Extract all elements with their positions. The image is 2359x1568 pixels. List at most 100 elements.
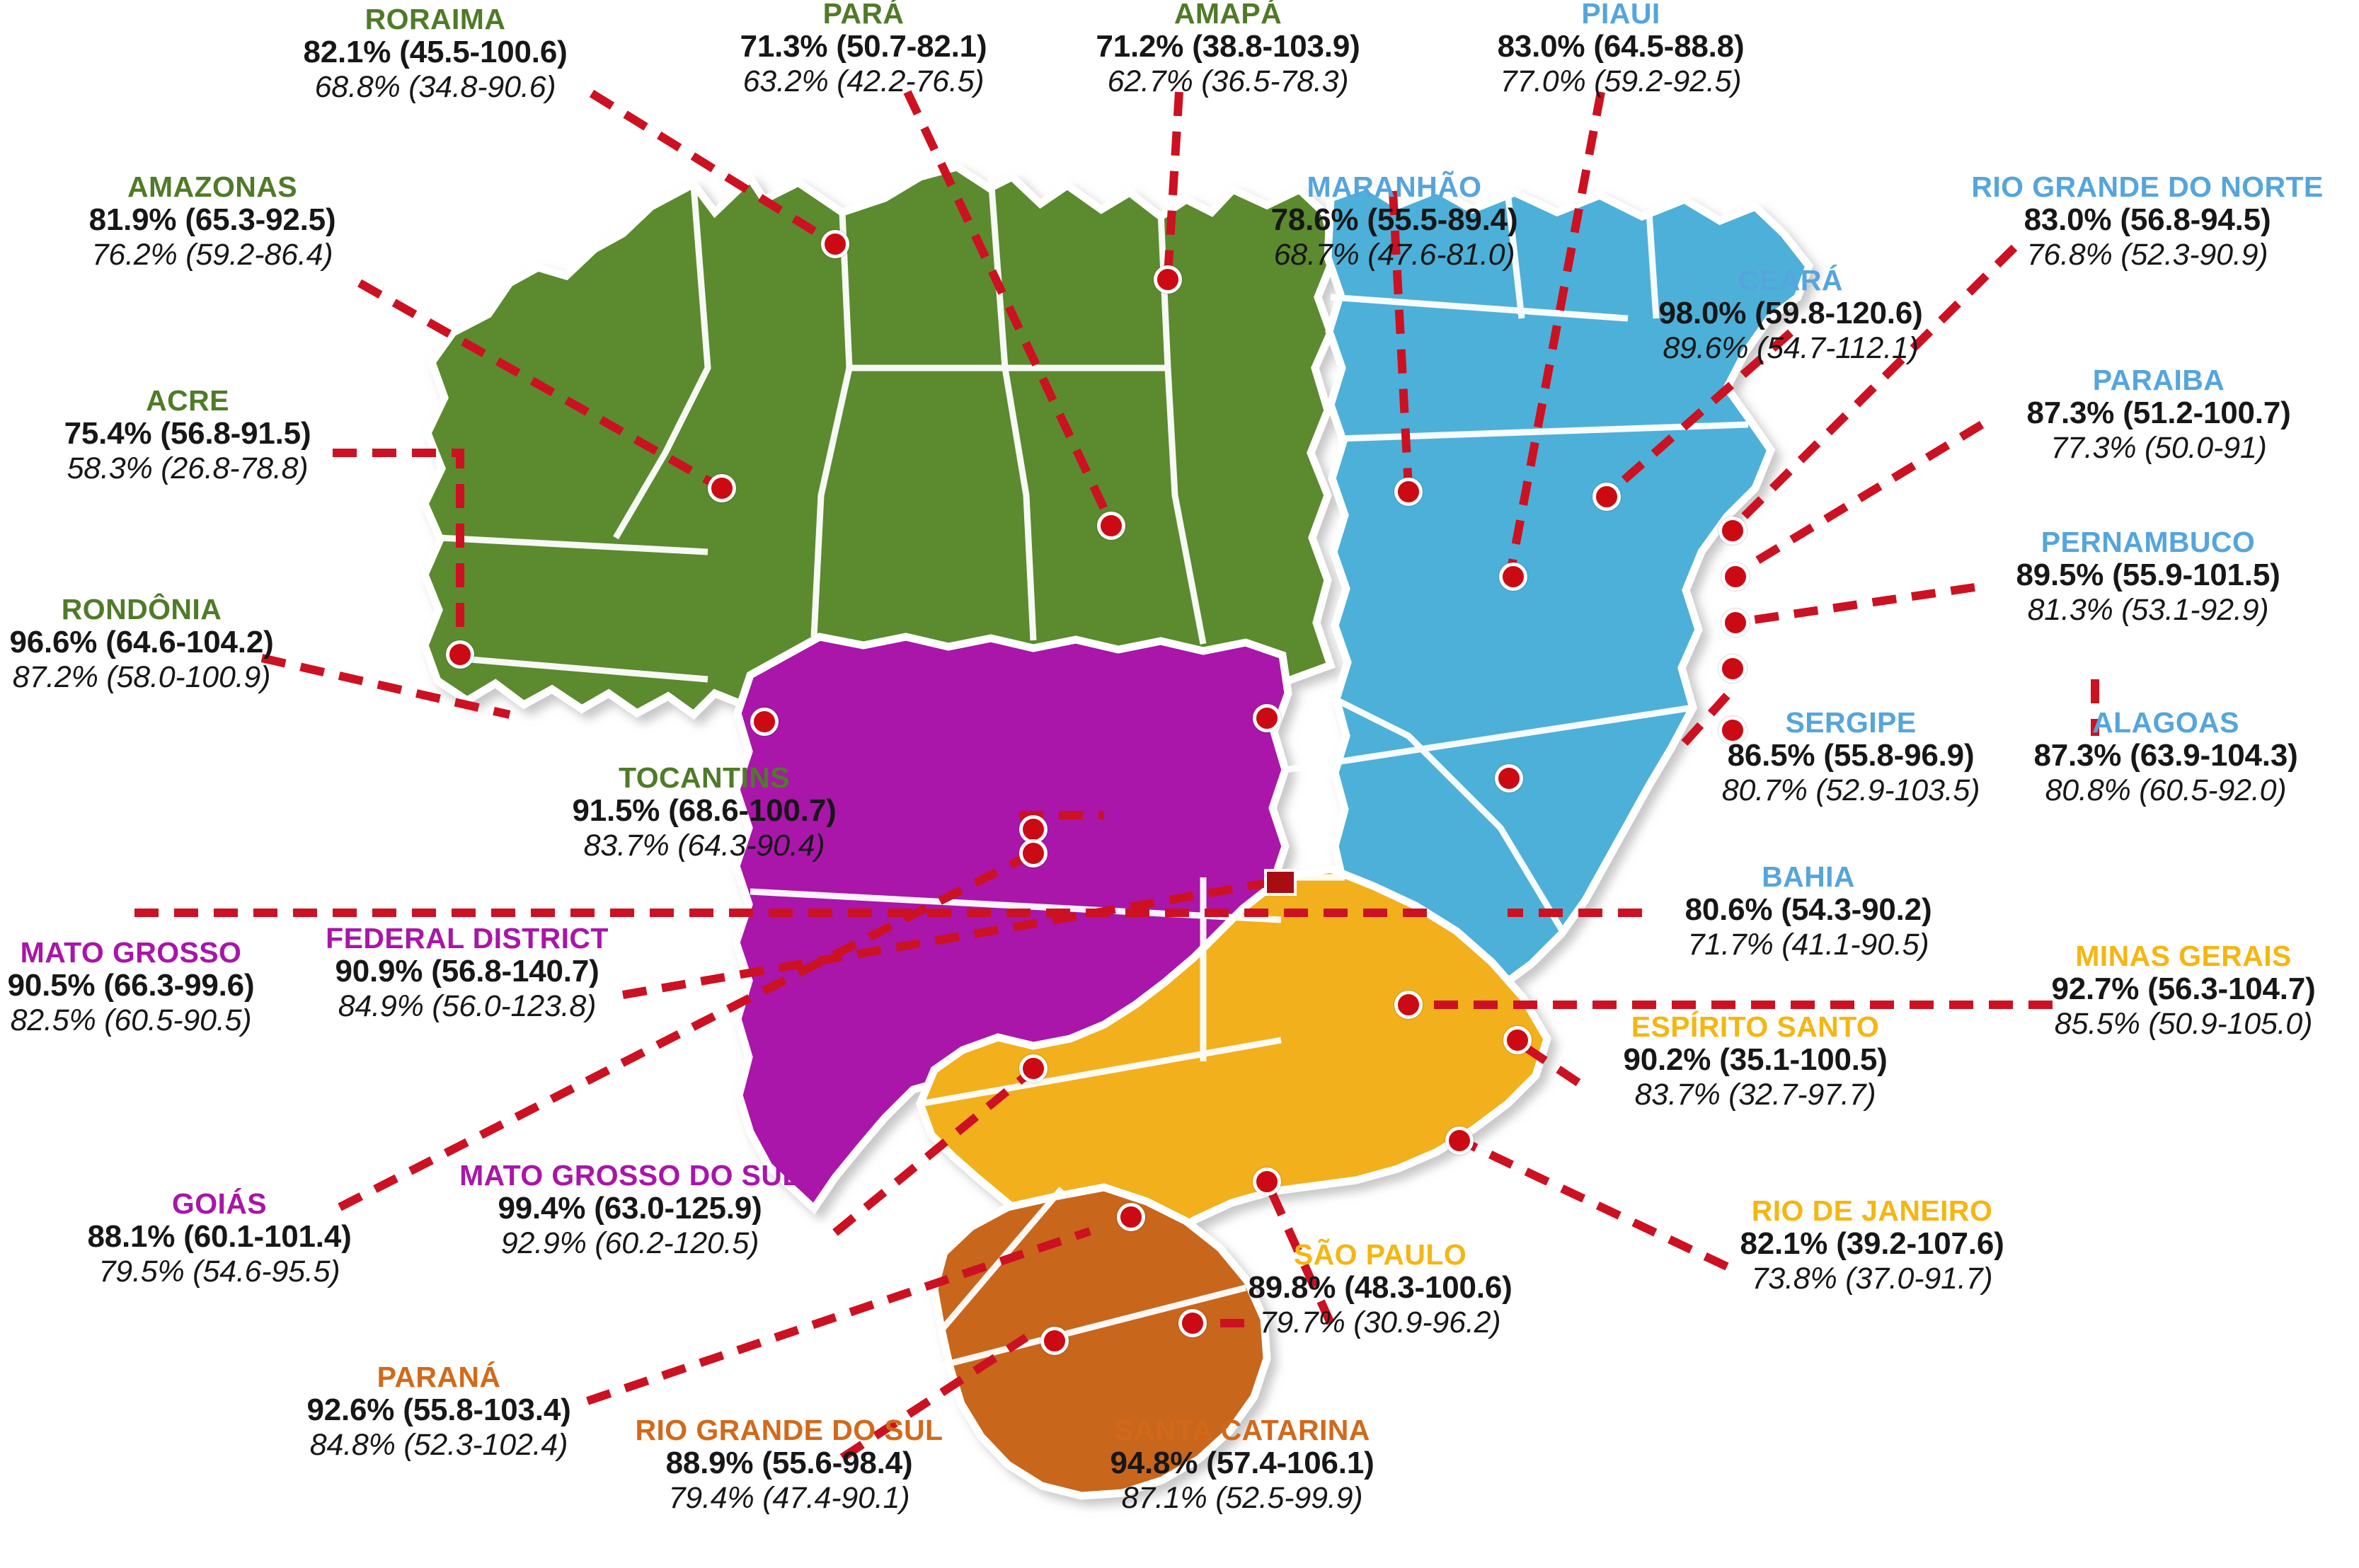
state-value-2: 83.7% (64.3-90.4) <box>583 828 825 863</box>
state-value-1: 90.2% (35.1-100.5) <box>1623 1042 1888 1078</box>
marker-federal-district[interactable] <box>1264 869 1297 896</box>
state-value-2: 58.3% (26.8-78.8) <box>67 451 309 485</box>
marker-tocantins[interactable] <box>1253 704 1281 732</box>
leader-line-paraiba <box>1731 420 1985 579</box>
marker-minas-gerais[interactable] <box>1394 991 1423 1019</box>
state-value-1: 92.7% (56.3-104.7) <box>2051 972 2316 1007</box>
marker-paraiba[interactable] <box>1721 563 1750 591</box>
state-name: MATO GROSSO DO SUL <box>459 1159 800 1192</box>
state-value-1: 89.5% (55.9-101.5) <box>2016 558 2280 593</box>
label-rio-grande-do-norte: RIO GRANDE DO NORTE 83.0% (56.8-94.5) 76… <box>1936 171 2359 272</box>
state-value-1: 98.0% (59.8-120.6) <box>1658 296 1923 331</box>
state-name: MATO GROSSO <box>20 936 242 969</box>
marker-ceara[interactable] <box>1592 483 1621 511</box>
state-value-2: 89.6% (54.7-112.1) <box>1663 330 1919 365</box>
state-name: AMAZONAS <box>127 171 298 203</box>
leader-line-rio-de-janeiro <box>1456 1135 1729 1271</box>
label-piaui: PIAUI 83.0% (64.5-88.8) 77.0% (59.2-92.5… <box>1465 0 1777 98</box>
marker-rio-de-janeiro[interactable] <box>1445 1126 1474 1155</box>
marker-sao-paulo[interactable] <box>1253 1168 1281 1196</box>
state-value-1: 88.1% (60.1-101.4) <box>87 1219 352 1255</box>
marker-rio-grande-do-sul[interactable] <box>1040 1327 1069 1355</box>
state-value-1: 92.6% (55.8-103.4) <box>306 1393 571 1428</box>
state-name: PARÁ <box>822 0 905 30</box>
marker-amapa[interactable] <box>1154 265 1182 294</box>
label-acre: ACRE 75.4% (56.8-91.5) 58.3% (26.8-78.8) <box>42 385 333 485</box>
leader-line-amapa <box>1164 91 1183 277</box>
marker-santa-catarina[interactable] <box>1178 1309 1207 1337</box>
state-value-2: 84.8% (52.3-102.4) <box>309 1427 568 1462</box>
label-espirito-santo: ESPÍRITO SANTO 90.2% (35.1-100.5) 83.7% … <box>1585 1010 1925 1112</box>
state-value-2: 68.7% (47.6-81.0) <box>1273 237 1515 272</box>
leader-lines <box>134 89 2099 1462</box>
marker-sergipe[interactable] <box>1718 716 1747 744</box>
state-value-1: 90.9% (56.8-140.7) <box>335 954 599 989</box>
leader-line-acre <box>333 449 464 651</box>
leader-line-mato-grosso-do-sul <box>832 1065 1038 1236</box>
state-name: GOIÁS <box>171 1187 268 1220</box>
state-value-2: 85.5% (50.9-105.0) <box>2054 1006 2313 1041</box>
state-value-1: 82.1% (45.5-100.6) <box>303 35 568 70</box>
state-name: AMAPÁ <box>1173 0 1282 30</box>
label-parana: PARANÁ 92.6% (55.8-103.4) 84.8% (52.3-10… <box>283 1361 595 1462</box>
leader-line-maranhao <box>1389 190 1413 489</box>
state-name: SANTA CATARINA <box>1114 1414 1370 1446</box>
marker-espirito-santo[interactable] <box>1503 1026 1532 1054</box>
state-name: CEARÁ <box>1738 264 1843 296</box>
state-value-2: 62.7% (36.5-78.3) <box>1107 64 1349 98</box>
state-value-1: 88.9% (55.6-98.4) <box>665 1446 913 1481</box>
state-value-1: 81.9% (65.3-92.5) <box>88 202 336 238</box>
marker-bahia[interactable] <box>1495 764 1523 792</box>
state-value-2: 63.2% (42.2-76.5) <box>742 64 985 98</box>
state-borders <box>438 176 1749 1369</box>
leader-line-federal-district <box>621 879 1268 999</box>
state-value-2: 79.4% (47.4-90.1) <box>668 1480 910 1515</box>
marker-pernambuco[interactable] <box>1721 609 1750 637</box>
state-name: FEDERAL DISTRICT <box>326 922 609 955</box>
marker-amazonas[interactable] <box>708 474 736 502</box>
state-value-1: 75.4% (56.8-91.5) <box>64 416 311 451</box>
state-name: ALAGOAS <box>2092 706 2239 739</box>
marker-rondonia[interactable] <box>750 708 779 736</box>
state-value-2: 87.1% (52.5-99.9) <box>1121 1480 1363 1515</box>
marker-alagoas[interactable] <box>1718 655 1747 683</box>
marker-piaui[interactable] <box>1499 563 1527 591</box>
state-name: MARANHÃO <box>1307 171 1482 203</box>
state-name: ESPÍRITO SANTO <box>1631 1010 1880 1043</box>
leader-line-sergipe <box>1681 684 1738 746</box>
label-alagoas: ALAGOAS 87.3% (63.9-104.3) 80.8% (60.5-9… <box>1982 706 2350 807</box>
marker-roraima[interactable] <box>821 230 849 258</box>
state-value-1: 91.5% (68.6-100.7) <box>572 793 837 829</box>
marker-para[interactable] <box>1097 512 1125 540</box>
label-bahia: BAHIA 80.6% (54.3-90.2) 71.7% (41.1-90.5… <box>1642 861 1975 962</box>
state-value-1: 71.2% (38.8-103.9) <box>1096 29 1360 64</box>
marker-mato-grosso-do-sul[interactable] <box>1019 1054 1048 1083</box>
marker-maranhao[interactable] <box>1394 478 1423 506</box>
label-rondonia: RONDÔNIA 96.6% (64.6-104.2) 87.2% (58.0-… <box>0 594 283 694</box>
label-tocantins: TOCANTINS 91.5% (68.6-100.7) 83.7% (64.3… <box>389 761 1019 863</box>
marker-goias[interactable] <box>1019 839 1048 867</box>
state-value-2: 82.5% (60.5-90.5) <box>10 1003 252 1037</box>
marker-parana[interactable] <box>1117 1203 1145 1231</box>
state-name: PIAUI <box>1581 0 1660 30</box>
state-value-2: 68.8% (34.8-90.6) <box>314 69 556 104</box>
label-rio-de-janeiro: RIO DE JANEIRO 82.1% (39.2-107.6) 73.8% … <box>1699 1195 2045 1296</box>
leader-line-espirito-santo <box>1512 1037 1581 1086</box>
label-sao-paulo: SÃO PAULO 89.8% (48.3-100.6) 79.7% (30.9… <box>1175 1239 1585 1339</box>
leader-line-rondonia <box>260 654 511 719</box>
state-value-1: 87.3% (63.9-104.3) <box>2033 738 2298 773</box>
label-minas-gerais: MINAS GERAIS 92.7% (56.3-104.7) 85.5% (5… <box>2010 940 2357 1041</box>
state-name: TOCANTINS <box>618 761 790 794</box>
state-value-2: 77.0% (59.2-92.5) <box>1500 64 1742 98</box>
marker-acre[interactable] <box>446 640 474 669</box>
label-pernambuco: PERNAMBUCO 89.5% (55.9-101.5) 81.3% (53.… <box>1946 526 2350 627</box>
state-value-1: 99.4% (63.0-125.9) <box>498 1191 762 1226</box>
leader-line-amazonas <box>357 279 724 492</box>
state-value-1: 78.6% (55.5-89.4) <box>1270 202 1518 238</box>
marker-rio-grande-norte[interactable] <box>1718 517 1747 545</box>
leader-line-pernambuco <box>1733 583 1975 627</box>
leader-line-roraima <box>589 89 838 248</box>
state-value-1: 83.0% (56.8-94.5) <box>2024 202 2271 238</box>
state-value-2: 92.9% (60.2-120.5) <box>500 1226 759 1260</box>
